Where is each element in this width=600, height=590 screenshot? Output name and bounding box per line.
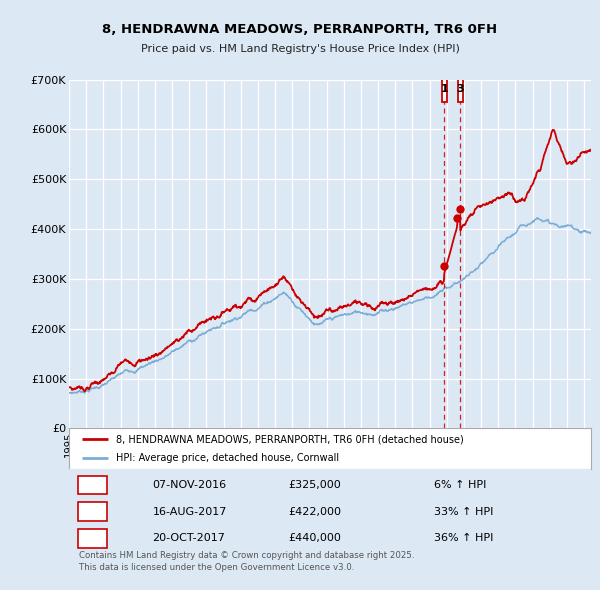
- Text: 1: 1: [440, 84, 448, 94]
- Text: £440,000: £440,000: [288, 533, 341, 543]
- Text: 8, HENDRAWNA MEADOWS, PERRANPORTH, TR6 0FH (detached house): 8, HENDRAWNA MEADOWS, PERRANPORTH, TR6 0…: [116, 434, 464, 444]
- Text: 20-OCT-2017: 20-OCT-2017: [152, 533, 226, 543]
- Text: 2: 2: [88, 505, 97, 518]
- Text: £422,000: £422,000: [288, 507, 341, 517]
- FancyBboxPatch shape: [79, 502, 107, 521]
- FancyBboxPatch shape: [442, 75, 446, 102]
- Text: 8, HENDRAWNA MEADOWS, PERRANPORTH, TR6 0FH: 8, HENDRAWNA MEADOWS, PERRANPORTH, TR6 0…: [103, 23, 497, 36]
- Text: 33% ↑ HPI: 33% ↑ HPI: [434, 507, 494, 517]
- Text: 07-NOV-2016: 07-NOV-2016: [152, 480, 227, 490]
- FancyBboxPatch shape: [79, 529, 107, 548]
- Text: 3: 3: [457, 84, 464, 94]
- FancyBboxPatch shape: [458, 75, 463, 102]
- Text: 36% ↑ HPI: 36% ↑ HPI: [434, 533, 494, 543]
- Text: £325,000: £325,000: [288, 480, 341, 490]
- Text: 3: 3: [88, 532, 97, 545]
- Text: HPI: Average price, detached house, Cornwall: HPI: Average price, detached house, Corn…: [116, 453, 339, 463]
- Text: 16-AUG-2017: 16-AUG-2017: [152, 507, 227, 517]
- FancyBboxPatch shape: [79, 476, 107, 494]
- Text: 6% ↑ HPI: 6% ↑ HPI: [434, 480, 487, 490]
- Text: Price paid vs. HM Land Registry's House Price Index (HPI): Price paid vs. HM Land Registry's House …: [140, 44, 460, 54]
- Text: Contains HM Land Registry data © Crown copyright and database right 2025.
This d: Contains HM Land Registry data © Crown c…: [79, 551, 415, 572]
- Text: 1: 1: [88, 478, 97, 491]
